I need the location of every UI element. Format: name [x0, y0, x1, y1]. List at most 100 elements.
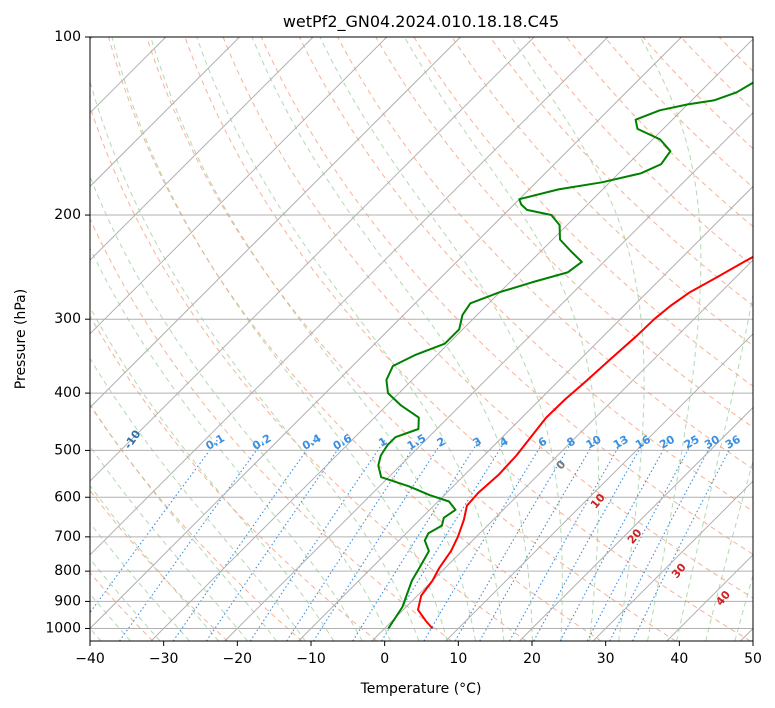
moist-adiabat-line	[404, 37, 600, 641]
y-tick-label: 300	[54, 311, 81, 327]
x-tick-label: 0	[380, 651, 389, 667]
dry-adiabat-line	[0, 37, 78, 641]
y-tick-label: 1000	[45, 620, 81, 636]
dewpoint-line	[377, 81, 753, 630]
mixing-ratio-line	[423, 439, 545, 641]
mixing-ratio-line	[533, 439, 646, 641]
mixing-ratio-line	[586, 439, 694, 641]
moist-adiabat-line	[90, 79, 420, 641]
moist-adiabat-line	[90, 306, 335, 641]
moist-adiabat-label: 0	[554, 458, 569, 472]
y-axis-label: Pressure (hPa)	[13, 289, 29, 389]
x-tick-label: −20	[223, 651, 253, 667]
mixing-ratio-label: 0.2	[250, 432, 273, 453]
plot-area: -100-90-80-70-60-50-40-30-20-100.10.20.4…	[0, 37, 775, 641]
y-tick-label: 600	[54, 489, 81, 505]
mixing-ratio-line	[632, 439, 735, 641]
dry-adiabat-line	[90, 489, 228, 641]
moist-adiabat-line	[90, 484, 219, 641]
isotherm-line	[90, 37, 461, 409]
x-tick-label: 20	[523, 651, 541, 667]
moist-adiabat-line	[251, 37, 533, 641]
x-axis-label: Temperature (°C)	[360, 681, 482, 697]
mixing-ratio-label: 20	[657, 433, 677, 452]
isotherm-line	[90, 37, 240, 188]
dry-adiabat-line	[146, 37, 676, 641]
moist-adiabats	[90, 37, 775, 641]
y-tick-label: 800	[54, 563, 81, 579]
dry-adiabat-line	[718, 37, 753, 72]
dry-adiabat-line	[451, 37, 753, 347]
mixing-ratio-line	[119, 439, 265, 641]
y-tick-label: 900	[54, 593, 81, 609]
dry-adiabat-line	[642, 37, 753, 150]
mixing-ratio-line	[172, 439, 315, 641]
mixing-ratio-label: 0.1	[203, 432, 226, 453]
dry-adiabat-line	[0, 37, 3, 641]
dry-adiabat-line	[566, 37, 753, 228]
y-tick-label: 100	[54, 29, 81, 45]
dry-adiabat-line	[90, 314, 378, 641]
y-tick-label: 200	[54, 207, 81, 223]
dry-adiabat-line	[90, 404, 303, 641]
mixing-ratio-label: 3	[471, 435, 484, 450]
mixing-ratio-line	[90, 439, 218, 614]
mixing-ratio-label: 4	[497, 434, 510, 449]
mixing-ratio-line	[479, 439, 596, 641]
dry-adiabat-line	[260, 37, 753, 555]
isotherm-line	[445, 333, 753, 641]
isotherm-line	[740, 627, 753, 641]
mixing-ratio-line	[249, 439, 386, 641]
x-tick-label: −40	[75, 651, 105, 667]
dry-adiabat-line	[680, 37, 753, 111]
dry-adiabat-line	[108, 37, 602, 641]
mixing-ratio-line	[352, 439, 480, 641]
dry-adiabat-line	[337, 37, 753, 470]
mixing-ratio-line	[509, 439, 624, 641]
isotherm-line	[224, 112, 753, 641]
moist-adiabat-line	[111, 37, 448, 641]
dry-adiabat-line	[90, 105, 527, 641]
isotherm-line	[90, 37, 682, 630]
mixing-ratio-label: 16	[633, 433, 653, 452]
mixing-ratio-label: 1.5	[405, 432, 428, 453]
x-tick-label: 50	[744, 651, 762, 667]
moist-adiabat-line	[676, 292, 753, 641]
mixing-ratio-line	[454, 439, 574, 641]
moist-adiabat-label: 20	[625, 526, 645, 546]
isotherm-line	[90, 37, 314, 261]
dry-adiabat-line	[184, 37, 751, 641]
mixing-ratio-line	[205, 439, 346, 641]
mixing-ratio-label: 13	[611, 433, 631, 452]
moist-adiabat-line	[90, 445, 248, 641]
mixing-ratio-label: 6	[536, 434, 549, 449]
dry-adiabat-line	[604, 37, 753, 189]
dry-adiabat-line	[757, 37, 775, 641]
x-tick-label: −10	[296, 651, 326, 667]
dry-adiabat-line	[298, 37, 753, 512]
mixing-ratio-label: 10	[584, 433, 604, 452]
dry-adiabat-line	[413, 37, 753, 387]
mixing-ratio-label: 30	[702, 433, 722, 452]
moist-adiabat-label: 30	[669, 561, 689, 581]
moist-adiabat-line	[90, 357, 306, 641]
data-series	[377, 81, 753, 630]
x-axis-ticks: −40 −30 −20 −10 0 10 20 30 40 50	[75, 641, 762, 667]
moist-adiabat-line	[734, 573, 753, 641]
dry-adiabat-line	[375, 37, 753, 429]
moist-adiabat-line	[150, 37, 476, 641]
temperature-line	[417, 255, 753, 630]
moist-adiabat-line	[764, 37, 775, 641]
grid-lines	[90, 37, 753, 641]
x-tick-label: 30	[597, 651, 615, 667]
mixing-ratio-label: 36	[723, 433, 743, 452]
y-tick-label: 700	[54, 529, 81, 545]
mixing-ratio-line	[559, 439, 670, 641]
inline-labels: -100-90-80-70-60-50-40-30-20-100.10.20.4…	[121, 427, 743, 608]
moist-adiabat-line	[90, 403, 277, 641]
mixing-ratio-label: 1	[376, 435, 389, 450]
isotherm-line	[90, 37, 609, 556]
chart-title: wetPf2_GN04.2024.010.18.18.C45	[283, 12, 559, 32]
y-tick-label: 400	[54, 385, 81, 401]
